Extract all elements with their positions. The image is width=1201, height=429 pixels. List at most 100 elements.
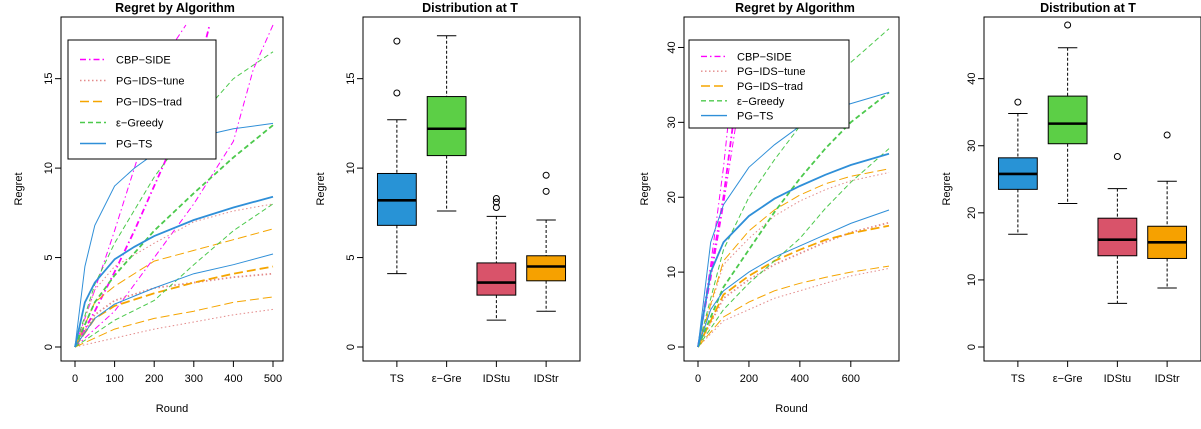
box-TS	[376, 37, 417, 275]
panel-4: Distribution at T 0 10 20 30 40 Regret TS ε−Gre I…	[941, 1, 1201, 385]
outlier-point	[1113, 152, 1121, 160]
outlier-point	[542, 187, 550, 195]
panel-title: Regret by Algorithm	[115, 1, 235, 15]
y-tick-label: 30	[966, 140, 978, 152]
box-IDStu	[476, 195, 517, 321]
panel-1: Regret by Algorithm 0 5 10 15 Regret 0 100 200 30…	[13, 1, 284, 415]
y-tick-label: 10	[43, 162, 55, 174]
legend-box	[67, 39, 217, 160]
legend-label: PG−TS	[116, 139, 152, 151]
x-tick-label: 0	[72, 373, 78, 385]
series-group	[74, 24, 274, 348]
x-tick-label: TS	[390, 373, 404, 385]
plot-frame	[60, 16, 284, 362]
legend-label: PG−TS	[737, 111, 773, 123]
series-line-pg-ids-trad-mean	[74, 265, 274, 348]
outlier-point	[542, 171, 550, 179]
series-line-pg-ts-mean	[74, 195, 274, 348]
box-IDStr	[526, 171, 567, 312]
series-line-pg-ids-tune-mean	[74, 272, 274, 348]
outlier-point	[1163, 131, 1171, 139]
y-tick-label: 5	[345, 254, 357, 260]
panel-3: Regret by Algorithm 0 10 20 30 40 Regret 0 200 40…	[639, 1, 900, 415]
legend-label: CBP−SIDE	[737, 51, 792, 63]
y-axis-label: Regret	[315, 172, 327, 205]
panel-title: Distribution at T	[422, 1, 518, 15]
x-tick-label: 100	[105, 373, 123, 385]
y-tick-label: 0	[345, 344, 357, 350]
y-tick-label: 5	[43, 254, 55, 260]
legend-label: PG−IDS−tune	[116, 76, 185, 88]
x-tick-label: 600	[842, 373, 860, 385]
box-body	[1097, 217, 1138, 257]
box-TS	[997, 98, 1038, 235]
series-line-pg-ids-tune-upper	[74, 203, 274, 348]
y-tick-label: 0	[43, 344, 55, 350]
series-line-e-greedy-lower	[697, 148, 890, 348]
legend-label: CBP−SIDE	[116, 55, 171, 67]
x-tick-label: 400	[224, 373, 242, 385]
box-IDStr	[1147, 131, 1188, 289]
outlier-point	[393, 37, 401, 45]
y-tick-label: 20	[966, 207, 978, 219]
box-ε−Gre	[1047, 21, 1088, 204]
legend-label: ε−Greedy	[737, 96, 785, 108]
x-tick-label: 400	[791, 373, 809, 385]
y-tick-label: 15	[43, 73, 55, 85]
plot-frame	[362, 16, 581, 362]
x-tick-label: IDStu	[483, 373, 511, 385]
series-line-pg-ts-mean	[697, 152, 890, 348]
legend-box	[688, 39, 850, 129]
series-line-pg-ts-lower	[74, 253, 274, 348]
x-tick-label: TS	[1011, 373, 1025, 385]
x-tick-label: 0	[695, 373, 701, 385]
y-tick-label: 40	[966, 73, 978, 85]
legend-label: PG−IDS−trad	[116, 97, 182, 109]
y-axis-label: Regret	[639, 172, 651, 205]
box-ε−Gre	[426, 35, 467, 212]
outlier-point	[492, 195, 500, 203]
legend-label: PG−IDS−trad	[737, 81, 803, 93]
panel-title: Regret by Algorithm	[735, 1, 855, 15]
x-tick-label: ε−Gre	[432, 373, 462, 385]
y-tick-label: 0	[966, 344, 978, 350]
series-line-pg-ids-trad-upper	[74, 228, 274, 348]
legend-label: PG−IDS−tune	[737, 66, 806, 78]
x-tick-label: 500	[264, 373, 282, 385]
series-line-pg-ids-trad-upper	[697, 168, 890, 348]
x-tick-label: 300	[185, 373, 203, 385]
x-tick-label: 200	[740, 373, 758, 385]
outlier-point	[492, 198, 500, 206]
series-line-pg-ids-trad-lower	[74, 296, 274, 348]
y-tick-label: 20	[666, 191, 678, 203]
y-tick-label: 15	[345, 73, 357, 85]
box-body	[1047, 95, 1088, 145]
series-line-pg-ids-trad-mean	[697, 224, 890, 348]
series-line-pg-ids-tune-lower	[697, 267, 890, 348]
x-tick-label: 200	[145, 373, 163, 385]
outlier-point	[1014, 98, 1022, 106]
y-tick-label: 40	[666, 41, 678, 53]
series-line-pg-ids-trad-lower	[697, 265, 890, 348]
x-axis-label: Round	[156, 403, 188, 415]
outlier-point	[492, 203, 500, 211]
y-axis-label: Regret	[941, 172, 953, 205]
plot-frame	[683, 16, 900, 362]
y-tick-label: 0	[666, 344, 678, 350]
y-tick-label: 10	[345, 162, 357, 174]
x-tick-label: IDStr	[1155, 373, 1180, 385]
series-line-pg-ids-tune-lower	[74, 308, 274, 348]
box-body	[526, 255, 567, 282]
outlier-point	[1064, 21, 1072, 29]
x-tick-label: ε−Gre	[1053, 373, 1083, 385]
box-IDStu	[1097, 152, 1138, 304]
series-line-pg-ids-tune-upper	[697, 172, 890, 348]
series-line-pg-ts-upper	[74, 122, 274, 348]
y-tick-label: 10	[666, 266, 678, 278]
series-line-pg-ts-lower	[697, 209, 890, 348]
x-tick-label: IDStu	[1104, 373, 1132, 385]
x-tick-label: IDStr	[534, 373, 559, 385]
legend-label: ε−Greedy	[116, 118, 164, 130]
box-body	[476, 262, 517, 296]
